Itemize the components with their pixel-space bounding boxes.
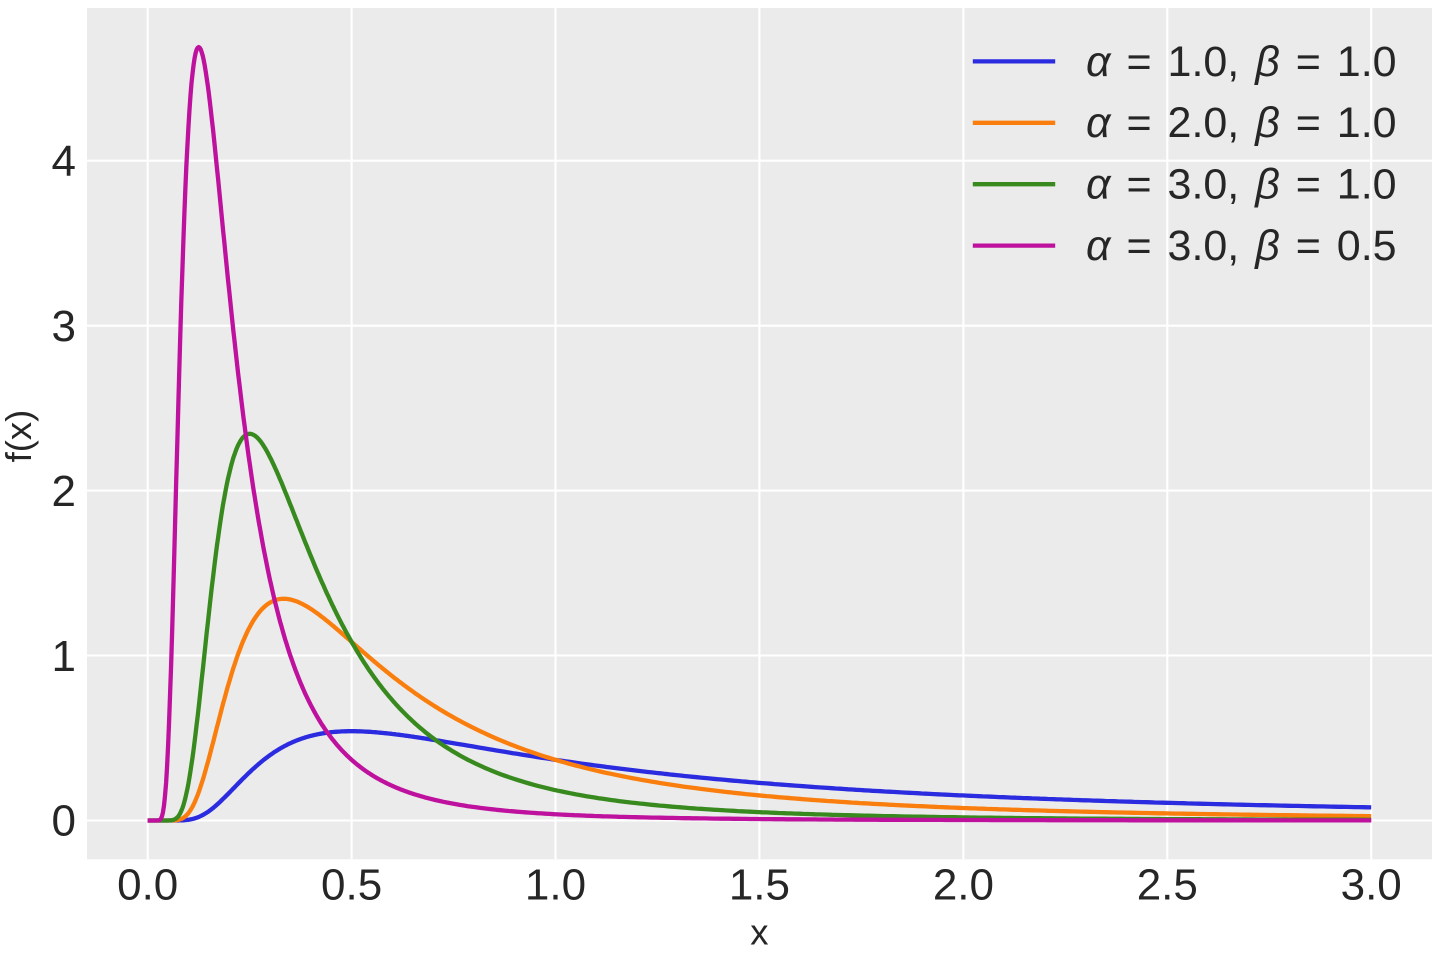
svg-text:α = 3.0, β = 1.0: α = 3.0, β = 1.0	[1086, 161, 1397, 209]
svg-text:2.5: 2.5	[1137, 861, 1198, 910]
svg-text:f(x): f(x)	[0, 410, 39, 463]
svg-text:0.5: 0.5	[321, 861, 382, 910]
svg-text:2: 2	[52, 467, 76, 516]
svg-text:4: 4	[52, 137, 76, 186]
svg-text:3: 3	[52, 302, 76, 351]
svg-text:3.0: 3.0	[1341, 861, 1402, 910]
svg-text:2.0: 2.0	[933, 861, 994, 910]
svg-text:x: x	[750, 912, 768, 953]
svg-text:α = 2.0, β = 1.0: α = 2.0, β = 1.0	[1086, 99, 1397, 147]
svg-text:0.0: 0.0	[117, 861, 178, 910]
svg-text:α = 1.0, β = 1.0: α = 1.0, β = 1.0	[1086, 38, 1397, 86]
svg-text:1.0: 1.0	[525, 861, 586, 910]
svg-text:1: 1	[52, 632, 76, 681]
svg-text:1.5: 1.5	[729, 861, 790, 910]
svg-text:0: 0	[52, 797, 76, 846]
svg-text:α = 3.0, β = 0.5: α = 3.0, β = 0.5	[1086, 222, 1397, 270]
